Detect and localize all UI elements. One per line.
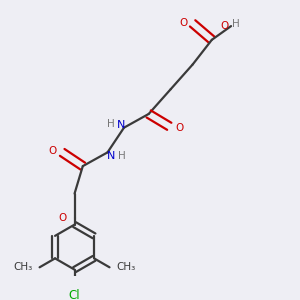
- Text: Cl: Cl: [69, 289, 80, 300]
- Text: CH₃: CH₃: [116, 262, 136, 272]
- Text: O: O: [179, 18, 188, 28]
- Text: N: N: [106, 151, 115, 161]
- Text: H: H: [107, 119, 115, 129]
- Text: CH₃: CH₃: [14, 262, 33, 272]
- Text: O: O: [48, 146, 56, 156]
- Text: O: O: [58, 213, 67, 223]
- Text: O: O: [220, 20, 229, 31]
- Text: H: H: [118, 151, 126, 161]
- Text: O: O: [175, 123, 184, 133]
- Text: H: H: [232, 19, 240, 29]
- Text: N: N: [116, 120, 125, 130]
